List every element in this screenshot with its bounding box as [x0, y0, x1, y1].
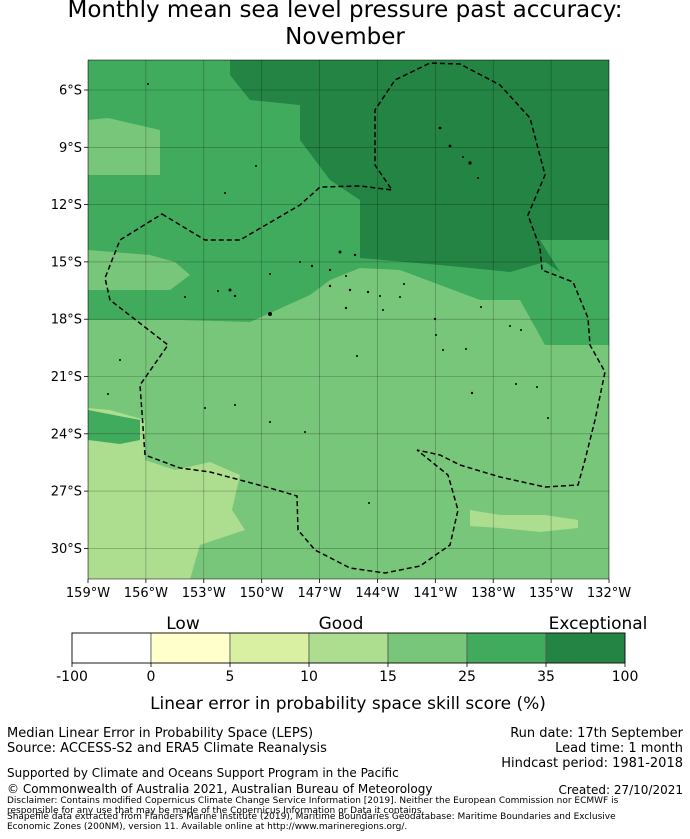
colorbar-segment: [150, 632, 231, 664]
longitude-label: 144°W: [355, 586, 399, 601]
colorbar-tick-label: 5: [226, 669, 235, 685]
latitude-label: 24°S: [51, 427, 82, 442]
longitude-label: 141°W: [413, 586, 457, 601]
map-title: Monthly mean sea level pressure past acc…: [67, 0, 623, 23]
footer-lead-time: Lead time: 1 month: [555, 741, 683, 756]
colorbar-category-label: Exceptional: [549, 614, 648, 634]
colorbar-category-label: Low: [166, 614, 200, 634]
colorbar-tick-label: 35: [537, 669, 555, 685]
latitude-label: 18°S: [51, 313, 82, 328]
latitude-label: 21°S: [51, 370, 82, 385]
colorbar-tick-label: 25: [458, 669, 476, 685]
footer-run-date: Run date: 17th September: [510, 726, 683, 741]
footer-created: Created: 27/10/2021: [558, 783, 683, 797]
latitude-label: 30°S: [51, 542, 82, 557]
colorbar-segment: [387, 632, 468, 664]
footer-disclaimer: Disclaimer: Contains modified Copernicus…: [7, 796, 619, 816]
colorbar-tick-label: 10: [300, 669, 318, 685]
colorbar-tick-label: 100: [612, 669, 639, 685]
longitude-label: 150°W: [240, 586, 284, 601]
skill-map: 6°S 9°S 12°S 15°S 18°S 21°S 24°S 27°S 30°S 159°W…: [51, 59, 647, 714]
colorbar-tick-label: 15: [379, 669, 397, 685]
latitude-label: 12°S: [51, 198, 82, 213]
colorbar-segment: [71, 632, 152, 664]
footer-method: Median Linear Error in Probability Space…: [7, 726, 314, 741]
longitude-label: 156°W: [124, 586, 168, 601]
latitude-label: 15°S: [51, 255, 82, 270]
footer-supported: Supported by Climate and Oceans Support …: [7, 766, 399, 780]
latitude-tick-labels: 6°S 9°S 12°S 15°S 18°S 21°S 24°S 27°S 30°S: [51, 84, 88, 557]
longitude-label: 135°W: [529, 586, 573, 601]
graticule: [88, 60, 609, 579]
longitude-label: 159°W: [66, 586, 110, 601]
longitude-tick-labels: 159°W 156°W 153°W 150°W 147°W 144°W 141°W 138°W…: [66, 579, 631, 601]
islands: [107, 83, 549, 504]
longitude-label: 138°W: [471, 586, 515, 601]
longitude-label: 153°W: [182, 586, 226, 601]
colorbar-segment: [466, 632, 547, 664]
colorbar-tick-label: 0: [147, 669, 156, 685]
latitude-label: 6°S: [59, 84, 82, 99]
colorbar-category-label: Good: [319, 614, 364, 634]
colorbar: [71, 632, 626, 664]
longitude-label: 132°W: [587, 586, 631, 601]
colorbar-tick-labels: -100 0 5 10 15 25 35 100: [56, 663, 638, 685]
colorbar-segment: [308, 632, 389, 664]
colorbar-segment: [545, 632, 626, 664]
latitude-label: 27°S: [51, 485, 82, 500]
colorbar-category-labels: Low Good Exceptional: [166, 614, 647, 634]
latitude-label: 9°S: [59, 141, 82, 156]
map-subtitle-month: November: [285, 24, 405, 50]
footer-source: Source: ACCESS-S2 and ERA5 Climate Reana…: [7, 741, 327, 756]
skill-field: [88, 60, 609, 579]
colorbar-tick-label: -100: [56, 669, 88, 685]
colorbar-segment: [229, 632, 310, 664]
footer-copyright: © Commonwealth of Australia 2021, Austra…: [7, 782, 433, 796]
longitude-label: 147°W: [297, 586, 341, 601]
colorbar-title: Linear error in probability space skill …: [150, 694, 546, 714]
footer-hindcast: Hindcast period: 1981-2018: [501, 756, 683, 771]
footer-shapefile: Shapefile data extracted from Flanders M…: [7, 812, 616, 832]
eez-boundary: [104, 62, 606, 574]
